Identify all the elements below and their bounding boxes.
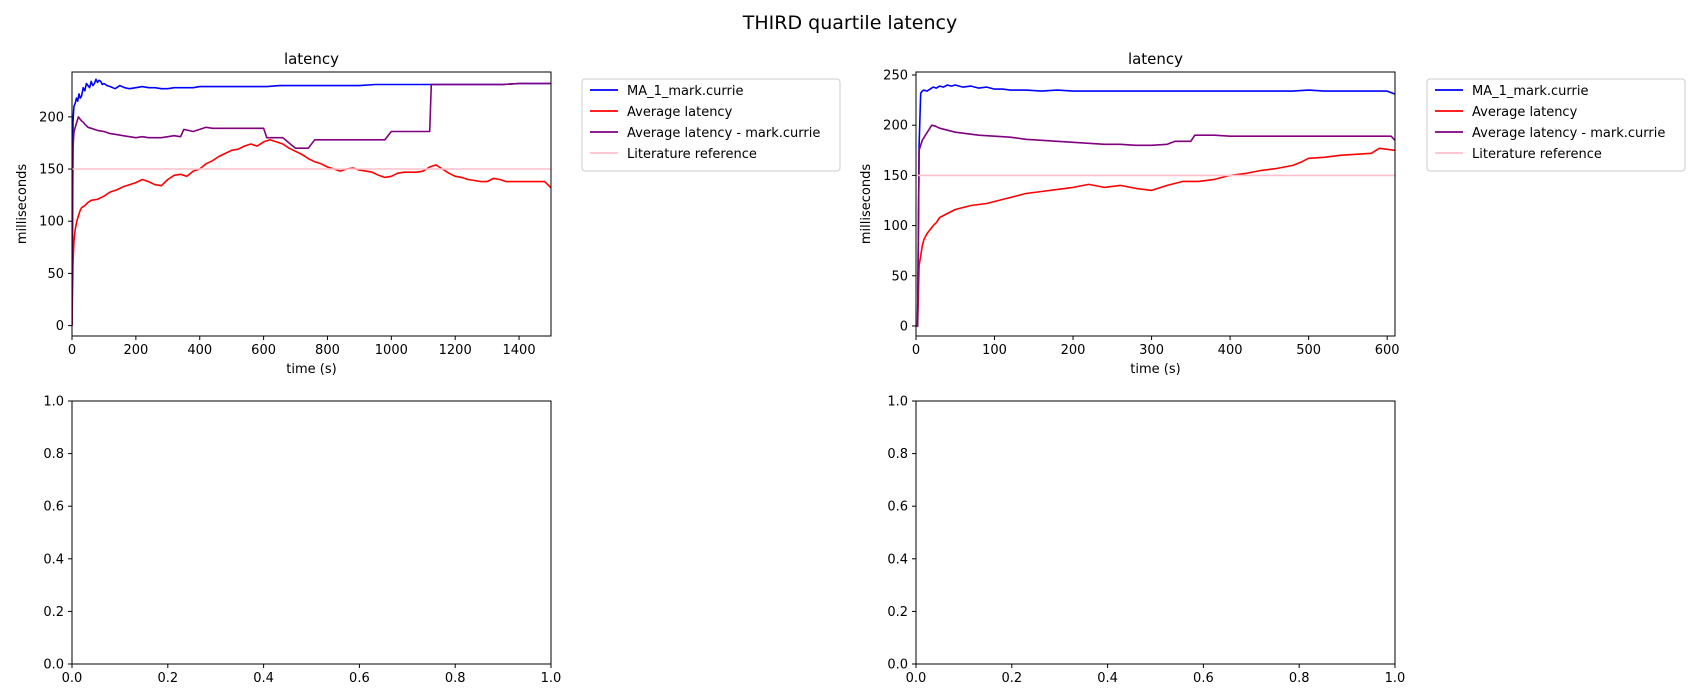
legend-entry-1: MA_1_mark.currie [627,84,743,99]
chart-panel-3: 0.0 0.2 0.4 0.6 0.8 1.0 0.0 0.2 0.4 0.6 0.8 1.0 [43,395,561,687]
x-tick-label: 500 [1296,343,1321,358]
legend-entry-2: Average latency [627,105,733,120]
y-tick-label: 0 [56,319,64,334]
x-tick-label: 1000 [375,343,408,358]
x-tick-label: 0 [68,343,76,358]
y-tick-label: 50 [47,267,64,282]
y-axis-label: milliseconds [15,164,30,244]
y-tick-label: 0.0 [43,658,64,673]
x-tick-label: 1.0 [541,671,562,686]
legend-box [581,78,841,172]
y-axis-label: milliseconds [859,164,874,244]
chart-panel-1: 0 200 400 600 800 1000 1200 1400 0 50 100 150 200 lat… [15,50,841,377]
x-tick-label: 1200 [439,343,472,358]
x-tick-label: 0.4 [1097,671,1118,686]
y-tick-label: 100 [883,219,908,234]
series-line-2 [916,147,1395,327]
y-tick-label: 0.4 [43,552,64,567]
y-tick-label: 0.4 [887,552,908,567]
legend-entry-4: Literature reference [627,147,757,162]
chart-panel-4: 0.0 0.2 0.4 0.6 0.8 1.0 0.0 0.2 0.4 0.6 0.8 1.0 [887,395,1405,687]
x-tick-label: 400 [1218,343,1243,358]
y-tick-label: 150 [39,163,64,178]
y-tick-label: 250 [883,69,908,84]
x-tick-label: 0.0 [62,671,83,686]
y-tick-label: 50 [891,269,908,284]
y-tick-label: 0.6 [887,500,908,515]
series-line-1 [72,78,551,326]
legend: MA_1_mark.currie Average latency Average l… [1426,78,1686,172]
legend-entry-2: Average latency [1472,105,1578,120]
y-tick-label: 0.2 [887,605,908,620]
legend: MA_1_mark.currie Average latency Average l… [581,78,841,172]
x-tick-label: 0.4 [253,671,274,686]
plot-frame [915,71,1396,337]
x-tick-label: 600 [251,343,276,358]
figure-title: THIRD quartile latency [742,12,957,34]
plot-frame [71,71,552,337]
y-tick-label: 200 [883,119,908,134]
x-tick-label: 0.8 [1289,671,1310,686]
y-tick-label: 100 [39,215,64,230]
chart-panel-2: 0 100 200 300 400 500 600 0 50 100 150 200 250 latenc… [859,50,1686,377]
x-tick-label: 0 [912,343,920,358]
y-tick-label: 1.0 [887,395,908,410]
chart-title: latency [1128,50,1183,68]
y-tick-label: 200 [39,110,64,125]
x-tick-label: 1.0 [1385,671,1406,686]
x-tick-label: 800 [315,343,340,358]
series-line-1 [916,84,1395,327]
y-tick-label: 0.0 [887,658,908,673]
x-tick-label: 200 [1061,343,1086,358]
x-tick-label: 1400 [503,343,536,358]
legend-box [1426,78,1686,172]
x-tick-label: 0.6 [349,671,370,686]
series-line-2 [72,139,551,326]
chart-title: latency [284,50,339,68]
legend-entry-3: Average latency - mark.currie [627,126,820,141]
x-tick-label: 600 [1375,343,1400,358]
x-axis-label: time (s) [1130,362,1180,377]
x-tick-label: 0.6 [1193,671,1214,686]
legend-entry-4: Literature reference [1472,147,1602,162]
x-tick-label: 300 [1139,343,1164,358]
x-tick-label: 0.0 [906,671,927,686]
x-tick-label: 0.2 [1001,671,1022,686]
y-tick-label: 0.6 [43,500,64,515]
y-tick-label: 1.0 [43,395,64,410]
legend-entry-3: Average latency - mark.currie [1472,126,1665,141]
x-tick-label: 400 [187,343,212,358]
x-tick-label: 0.8 [445,671,466,686]
legend-entry-1: MA_1_mark.currie [1472,84,1588,99]
y-tick-label: 0 [900,319,908,334]
series-line-3 [72,82,551,326]
series-line-3 [916,124,1395,327]
y-tick-label: 0.8 [43,447,64,462]
plot-frame [915,400,1396,665]
y-tick-label: 0.2 [43,605,64,620]
y-tick-label: 150 [883,169,908,184]
x-axis-label: time (s) [286,362,336,377]
x-tick-label: 0.2 [157,671,178,686]
x-tick-label: 200 [123,343,148,358]
plot-frame [71,400,552,665]
x-tick-label: 100 [982,343,1007,358]
y-tick-label: 0.8 [887,447,908,462]
